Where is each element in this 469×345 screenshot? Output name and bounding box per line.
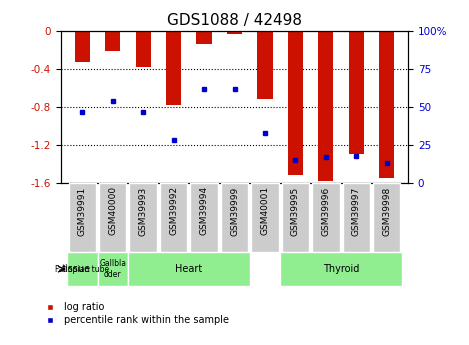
FancyBboxPatch shape bbox=[129, 183, 157, 252]
Text: GSM40001: GSM40001 bbox=[260, 186, 270, 235]
Text: GSM40000: GSM40000 bbox=[108, 186, 117, 235]
Text: GSM39994: GSM39994 bbox=[199, 186, 209, 235]
FancyBboxPatch shape bbox=[373, 183, 401, 252]
Text: tissue: tissue bbox=[61, 264, 91, 274]
Text: GSM39996: GSM39996 bbox=[321, 186, 330, 236]
FancyBboxPatch shape bbox=[128, 252, 250, 286]
Text: GSM39991: GSM39991 bbox=[78, 186, 87, 236]
Bar bbox=[227, 31, 242, 34]
Bar bbox=[348, 31, 364, 155]
Bar bbox=[257, 31, 272, 99]
Bar bbox=[288, 31, 303, 175]
FancyBboxPatch shape bbox=[190, 183, 218, 252]
Text: Heart: Heart bbox=[175, 264, 203, 274]
Bar bbox=[105, 31, 121, 51]
Bar bbox=[166, 31, 181, 105]
Bar bbox=[318, 31, 333, 181]
Bar bbox=[75, 31, 90, 62]
Bar bbox=[197, 31, 212, 45]
Text: GSM39997: GSM39997 bbox=[352, 186, 361, 236]
Text: GSM39995: GSM39995 bbox=[291, 186, 300, 236]
Title: GDS1088 / 42498: GDS1088 / 42498 bbox=[167, 13, 302, 29]
Legend: log ratio, percentile rank within the sample: log ratio, percentile rank within the sa… bbox=[37, 298, 233, 329]
FancyBboxPatch shape bbox=[160, 183, 187, 252]
FancyBboxPatch shape bbox=[342, 183, 370, 252]
Text: Thyroid: Thyroid bbox=[323, 264, 359, 274]
FancyBboxPatch shape bbox=[312, 183, 340, 252]
FancyBboxPatch shape bbox=[68, 183, 96, 252]
FancyBboxPatch shape bbox=[280, 252, 402, 286]
FancyBboxPatch shape bbox=[99, 183, 127, 252]
FancyBboxPatch shape bbox=[221, 183, 248, 252]
Text: Fallopian tube: Fallopian tube bbox=[55, 265, 109, 274]
Text: GSM39992: GSM39992 bbox=[169, 186, 178, 235]
Bar bbox=[379, 31, 394, 178]
Text: Gallbla
dder: Gallbla dder bbox=[99, 259, 126, 279]
FancyBboxPatch shape bbox=[282, 183, 309, 252]
FancyBboxPatch shape bbox=[67, 252, 98, 286]
FancyBboxPatch shape bbox=[251, 183, 279, 252]
Text: GSM39999: GSM39999 bbox=[230, 186, 239, 236]
Text: GSM39993: GSM39993 bbox=[139, 186, 148, 236]
Text: GSM39998: GSM39998 bbox=[382, 186, 391, 236]
FancyBboxPatch shape bbox=[98, 252, 128, 286]
Bar bbox=[136, 31, 151, 67]
